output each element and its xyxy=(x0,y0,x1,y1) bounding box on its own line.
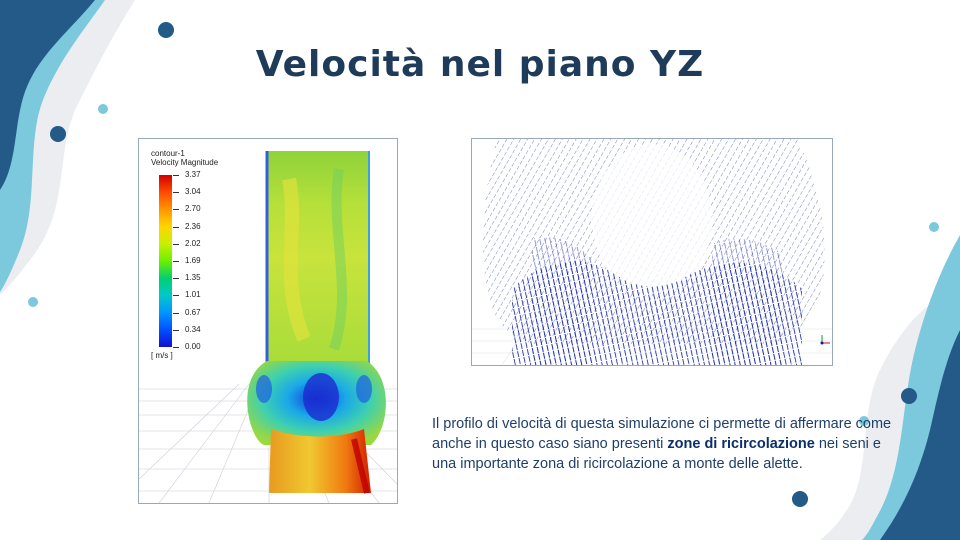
dot xyxy=(158,22,174,38)
upper-column xyxy=(267,151,369,365)
darkblue-wave-bottom-right xyxy=(880,330,960,540)
slide-title: Velocità nel piano YZ xyxy=(255,44,705,85)
colorbar xyxy=(159,175,172,347)
contour-drawing xyxy=(139,151,397,503)
contour-name: contour-1 xyxy=(151,149,185,158)
dot xyxy=(792,491,808,507)
lower-section xyxy=(269,429,371,493)
colorbar-tick-mark xyxy=(173,278,179,280)
dot xyxy=(28,297,38,307)
colorbar-tick-mark xyxy=(173,175,179,176)
colorbar-tick-label: 0.00 xyxy=(185,342,201,351)
dot xyxy=(859,416,869,426)
dot xyxy=(98,104,108,114)
colorbar-tick-mark xyxy=(173,261,179,262)
dot xyxy=(929,222,939,232)
velocity-vectors-image xyxy=(471,138,833,366)
colorbar-tick-mark xyxy=(173,226,179,228)
colorbar-tick-label: 3.37 xyxy=(185,170,201,179)
colorbar-tick-label: 3.04 xyxy=(185,187,201,197)
description-text: Il profilo di velocità di questa simulaz… xyxy=(432,414,902,474)
contour-quantity: Velocity Magnitude xyxy=(151,158,219,167)
colorbar-tick-label: 2.36 xyxy=(185,221,201,231)
colorbar-tick-label: 0.34 xyxy=(185,324,201,334)
description-highlight: zone di ricircolazione xyxy=(667,436,815,452)
colorbar-units: [ m/s ] xyxy=(151,351,173,360)
colorbar-tick-mark xyxy=(173,329,179,331)
colorbar-tick-label: 1.01 xyxy=(185,290,201,300)
vector-field-drawing xyxy=(472,139,832,365)
dot xyxy=(50,126,66,142)
velocity-contour-image: contour-1 Velocity Magnitude 3.37 3.04 2.7… xyxy=(138,138,398,504)
colorbar-tick-label: 2.02 xyxy=(185,238,201,248)
colorbar-tick-mark xyxy=(173,295,179,297)
colorbar-tick-mark xyxy=(173,243,179,245)
colorbar-tick-mark xyxy=(173,347,179,348)
colorbar-tick-mark xyxy=(173,192,179,194)
colorbar-tick-mark xyxy=(173,209,179,211)
description-part1: Il profilo di velocità di questa simulaz… xyxy=(432,416,892,452)
colorbar-tick-label: 1.69 xyxy=(185,256,201,265)
colorbar-tick-label: 1.35 xyxy=(185,273,201,283)
darkblue-wave-top-left xyxy=(0,0,95,190)
colorbar-tick-label: 0.67 xyxy=(185,307,201,317)
colorbar-tick-label: 2.70 xyxy=(185,204,201,214)
colorbar-tick-mark xyxy=(173,312,179,314)
description-part2: nei seni e una importante zona di ricirc… xyxy=(432,436,881,472)
axis-triad xyxy=(820,335,830,345)
dot xyxy=(901,388,917,404)
